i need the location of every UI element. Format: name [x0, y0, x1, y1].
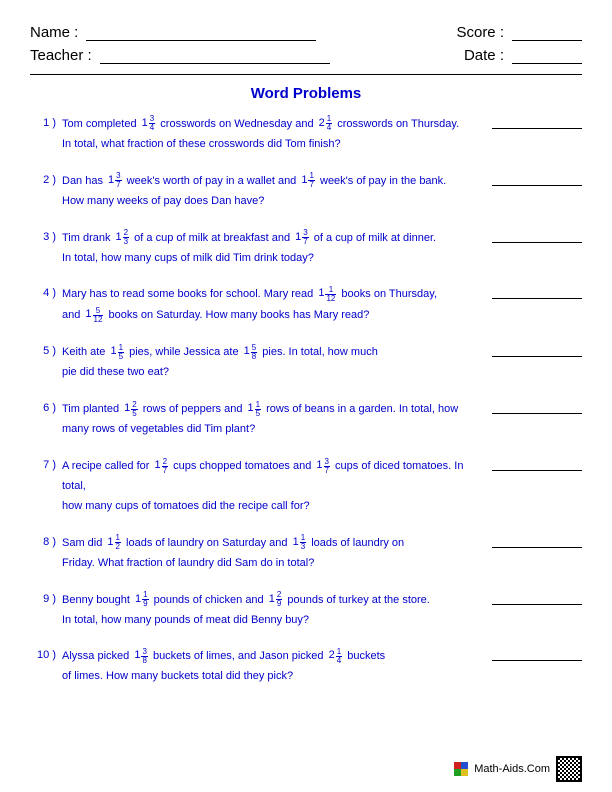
problem-text: Sam did 112 loads of laundry on Saturday… — [62, 533, 492, 574]
problem-text: Tim planted 125 rows of peppers and 115 … — [62, 399, 492, 440]
problem-row: 9 )Benny bought 119 pounds of chicken an… — [30, 590, 582, 631]
problem-row: 7 )A recipe called for 127 cups chopped … — [30, 456, 582, 517]
problem-number: 2 ) — [30, 171, 62, 212]
problem-number: 7 ) — [30, 456, 62, 517]
problem-text: Tim drank 123 of a cup of milk at breakf… — [62, 228, 492, 269]
score-label: Score : — [456, 24, 504, 41]
header-row-1: Name : Score : — [30, 24, 582, 41]
answer-blank[interactable] — [492, 174, 582, 186]
teacher-label: Teacher : — [30, 47, 92, 64]
problem-number: 4 ) — [30, 284, 62, 326]
problem-text: Mary has to read some books for school. … — [62, 284, 492, 326]
mixed-fraction: 115 — [110, 342, 124, 363]
mixed-fraction: 113 — [293, 533, 307, 554]
mixed-fraction: 115 — [248, 399, 262, 420]
problem-number: 6 ) — [30, 399, 62, 440]
name-field: Name : — [30, 24, 316, 41]
name-line[interactable] — [86, 27, 316, 41]
date-line[interactable] — [512, 50, 582, 64]
mixed-fraction: 214 — [319, 114, 333, 135]
footer-site-text: Math-Aids.Com — [474, 763, 550, 775]
worksheet-title: Word Problems — [30, 85, 582, 102]
problem-row: 5 )Keith ate 115 pies, while Jessica ate… — [30, 342, 582, 383]
problem-row: 2 )Dan has 137 week's worth of pay in a … — [30, 171, 582, 212]
problem-number: 5 ) — [30, 342, 62, 383]
problem-row: 8 )Sam did 112 loads of laundry on Satur… — [30, 533, 582, 574]
qr-code-icon — [556, 756, 582, 782]
problem-text: Tom completed 134 crosswords on Wednesda… — [62, 114, 492, 155]
problem-row: 6 )Tim planted 125 rows of peppers and 1… — [30, 399, 582, 440]
problem-text: A recipe called for 127 cups chopped tom… — [62, 456, 492, 517]
mixed-fraction: 138 — [134, 646, 148, 667]
problem-text: Keith ate 115 pies, while Jessica ate 15… — [62, 342, 492, 383]
mixed-fraction: 134 — [142, 114, 156, 135]
name-label: Name : — [30, 24, 78, 41]
answer-blank[interactable] — [492, 231, 582, 243]
problem-row: 1 )Tom completed 134 crosswords on Wedne… — [30, 114, 582, 155]
answer-blank[interactable] — [492, 593, 582, 605]
teacher-line[interactable] — [100, 50, 330, 64]
header-row-2: Teacher : Date : — [30, 47, 582, 64]
date-field: Date : — [464, 47, 582, 64]
mixed-fraction: 137 — [295, 228, 309, 249]
answer-blank[interactable] — [492, 649, 582, 661]
mixed-fraction: 158 — [244, 342, 258, 363]
problem-text: Benny bought 119 pounds of chicken and 1… — [62, 590, 492, 631]
answer-blank[interactable] — [492, 287, 582, 299]
problem-text: Dan has 137 week's worth of pay in a wal… — [62, 171, 492, 212]
mixed-fraction: 123 — [116, 228, 130, 249]
answer-blank[interactable] — [492, 536, 582, 548]
mixed-fraction: 137 — [316, 456, 330, 477]
footer: Math-Aids.Com — [454, 756, 582, 782]
mixed-fraction: 125 — [124, 399, 138, 420]
answer-blank[interactable] — [492, 459, 582, 471]
problems-list: 1 )Tom completed 134 crosswords on Wedne… — [30, 114, 582, 687]
mixed-fraction: 1112 — [318, 284, 336, 305]
problem-text: Alyssa picked 138 buckets of limes, and … — [62, 646, 492, 687]
mixed-fraction: 119 — [135, 590, 149, 611]
mixed-fraction: 129 — [269, 590, 283, 611]
problem-row: 10 )Alyssa picked 138 buckets of limes, … — [30, 646, 582, 687]
date-label: Date : — [464, 47, 504, 64]
mixed-fraction: 127 — [155, 456, 169, 477]
teacher-field: Teacher : — [30, 47, 330, 64]
score-line[interactable] — [512, 27, 582, 41]
footer-logo-icon — [454, 762, 468, 776]
problem-number: 9 ) — [30, 590, 62, 631]
answer-blank[interactable] — [492, 402, 582, 414]
problem-row: 4 )Mary has to read some books for schoo… — [30, 284, 582, 326]
problem-number: 1 ) — [30, 114, 62, 155]
mixed-fraction: 112 — [107, 533, 121, 554]
header-divider — [30, 74, 582, 75]
mixed-fraction: 117 — [301, 171, 315, 192]
answer-blank[interactable] — [492, 345, 582, 357]
problem-number: 10 ) — [30, 646, 62, 687]
mixed-fraction: 214 — [329, 646, 343, 667]
problem-number: 8 ) — [30, 533, 62, 574]
problem-number: 3 ) — [30, 228, 62, 269]
answer-blank[interactable] — [492, 117, 582, 129]
problem-row: 3 )Tim drank 123 of a cup of milk at bre… — [30, 228, 582, 269]
mixed-fraction: 1512 — [85, 305, 103, 326]
mixed-fraction: 137 — [108, 171, 122, 192]
score-field: Score : — [456, 24, 582, 41]
